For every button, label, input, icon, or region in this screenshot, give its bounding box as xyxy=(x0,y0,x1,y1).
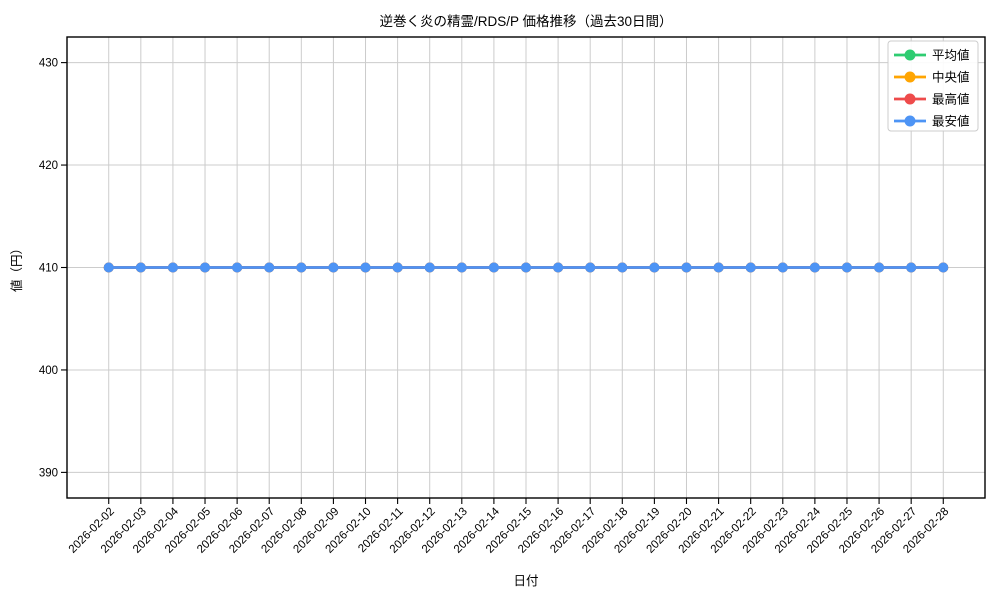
data-point-marker xyxy=(488,262,499,273)
data-point-marker xyxy=(296,262,307,273)
data-point-marker xyxy=(521,262,531,273)
y-tick-label: 400 xyxy=(39,365,58,377)
data-point-marker xyxy=(713,262,724,273)
y-tick-labels: 390 400 410 420 430 xyxy=(39,58,58,480)
data-point-marker xyxy=(585,262,596,273)
data-point-marker xyxy=(841,262,852,273)
legend-label: 最高値 xyxy=(932,92,970,107)
data-point-marker xyxy=(232,262,243,273)
data-point-marker xyxy=(135,262,146,273)
axis-ticks xyxy=(61,62,944,504)
y-tick-label: 420 xyxy=(39,160,58,172)
data-point-marker xyxy=(938,262,949,273)
data-series xyxy=(103,262,949,273)
data-point-marker xyxy=(553,262,564,273)
legend-label: 中央値 xyxy=(932,70,970,85)
data-point-marker xyxy=(617,262,628,273)
data-point-marker xyxy=(456,262,467,273)
y-tick-label: 430 xyxy=(39,58,58,70)
x-axis-label: 日付 xyxy=(513,574,538,588)
data-point-marker xyxy=(874,262,885,273)
data-point-marker xyxy=(777,262,788,273)
data-point-marker xyxy=(809,262,820,273)
data-point-marker xyxy=(392,262,403,273)
data-point-marker xyxy=(200,262,211,273)
legend-marker xyxy=(904,93,916,105)
legend-marker xyxy=(904,49,916,61)
x-tick-labels: 2026-02-022026-02-032026-02-042026-02-05… xyxy=(67,505,952,556)
data-point-marker xyxy=(264,262,275,273)
legend-label: 平均値 xyxy=(932,48,970,63)
legend-marker xyxy=(904,115,916,127)
data-point-marker xyxy=(681,262,692,273)
data-point-marker xyxy=(167,262,178,273)
data-point-marker xyxy=(424,262,435,273)
data-point-marker xyxy=(103,262,114,273)
legend-marker xyxy=(904,71,916,83)
legend-label: 最安値 xyxy=(932,114,970,129)
legend-box xyxy=(887,40,979,132)
data-point-marker xyxy=(906,262,917,273)
y-axis-label: 値（円） xyxy=(9,242,24,292)
y-tick-label: 410 xyxy=(39,263,58,275)
data-point-marker xyxy=(745,262,756,273)
data-point-marker xyxy=(649,262,660,273)
y-tick-label: 390 xyxy=(39,467,58,479)
data-point-marker xyxy=(360,262,371,273)
data-point-marker xyxy=(328,262,339,273)
chart-title: 逆巻く炎の精霊/RDS/P 価格推移（過去30日間） xyxy=(379,14,672,29)
